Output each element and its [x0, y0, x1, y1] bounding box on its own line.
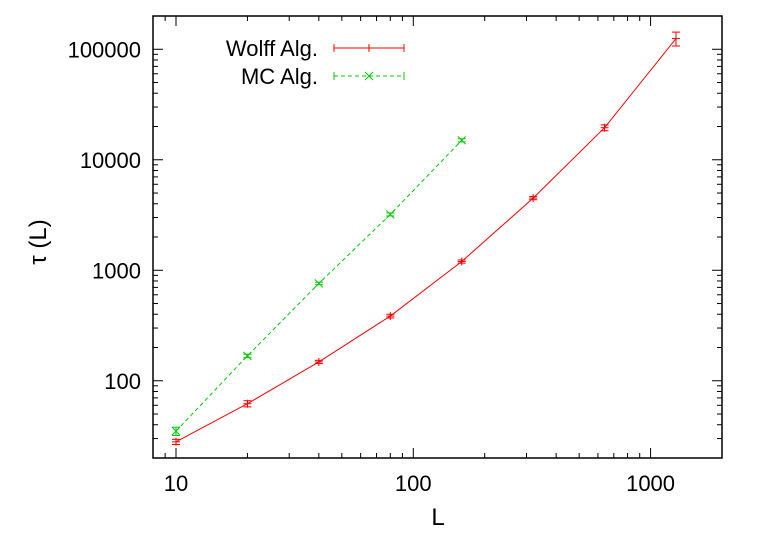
- legend-marker: [365, 44, 373, 52]
- legend-item-mc: MC Alg.: [241, 64, 405, 89]
- legend-label: MC Alg.: [241, 64, 318, 89]
- x-tick-label: 10: [164, 471, 188, 496]
- legend-label: Wolff Alg.: [226, 36, 318, 61]
- axis-ticks: 10 100 1000 100 1000 10000 100000: [68, 16, 722, 496]
- series-line: [175, 38, 677, 443]
- legend-marker: [364, 71, 374, 81]
- data-point: [243, 351, 252, 361]
- data-point: [386, 312, 395, 321]
- y-tick-label: 100: [104, 369, 141, 394]
- y-tick-label: 1000: [92, 258, 141, 283]
- data-point: [314, 357, 323, 366]
- series-line: [175, 139, 463, 432]
- x-tick-label: 1000: [626, 471, 675, 496]
- x-axis-title: L: [431, 504, 444, 531]
- y-axis-title: τ (L): [25, 219, 52, 264]
- data-point: [457, 257, 466, 266]
- y-tick-label: 10000: [80, 148, 141, 173]
- data-point: [529, 194, 538, 203]
- data-point: [385, 210, 395, 219]
- series-mc: [171, 135, 467, 436]
- data-point: [243, 399, 252, 408]
- data-point: [600, 123, 609, 132]
- plot-frame: [152, 15, 723, 459]
- y-tick-label: 100000: [68, 37, 141, 62]
- data-point: [457, 135, 467, 145]
- data-point: [314, 279, 324, 288]
- series-wolff: [171, 31, 681, 446]
- legend-item-wolff: Wolff Alg.: [226, 36, 405, 61]
- x-tick-label: 100: [395, 471, 432, 496]
- data-point: [171, 426, 181, 436]
- data-point: [171, 437, 180, 446]
- legend: Wolff Alg. MC Alg.: [226, 36, 405, 89]
- series-layer: [171, 31, 681, 446]
- data-point: [672, 34, 681, 43]
